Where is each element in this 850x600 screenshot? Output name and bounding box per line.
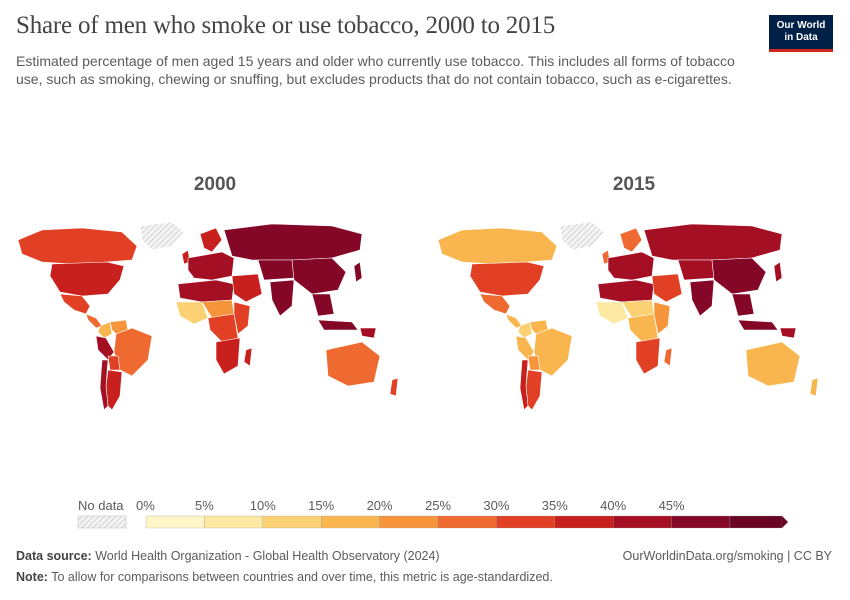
region-australia[interactable]: [325, 341, 381, 387]
region-australia[interactable]: [745, 341, 801, 387]
region-greenland[interactable]: [139, 221, 185, 251]
region-scandinavia[interactable]: [199, 227, 223, 253]
legend-no-data-swatch: [77, 515, 127, 529]
region-canada[interactable]: [17, 227, 138, 265]
region-mexico[interactable]: [479, 293, 511, 315]
legend-tick-label: 45%: [659, 498, 685, 513]
note-label: Note:: [16, 570, 48, 584]
region-russia[interactable]: [223, 223, 363, 261]
region-europe[interactable]: [187, 251, 235, 281]
legend-tick-label: 15%: [308, 498, 334, 513]
region-central-asia[interactable]: [677, 259, 715, 281]
region-europe[interactable]: [607, 251, 655, 281]
region-brazil[interactable]: [533, 327, 573, 377]
region-japan[interactable]: [773, 261, 783, 283]
region-chile[interactable]: [519, 359, 529, 411]
legend-tick-label: 20%: [367, 498, 393, 513]
region-central-america[interactable]: [85, 313, 103, 329]
region-china[interactable]: [711, 257, 767, 295]
region-madagascar[interactable]: [663, 347, 673, 367]
data-source-label: Data source:: [16, 549, 92, 563]
region-india[interactable]: [689, 279, 715, 317]
region-madagascar[interactable]: [243, 347, 253, 367]
region-bolivia[interactable]: [107, 355, 121, 371]
region-colombia[interactable]: [517, 321, 533, 339]
region-greenland[interactable]: [559, 221, 605, 251]
legend-tick-label: 30%: [483, 498, 509, 513]
region-png[interactable]: [359, 327, 377, 339]
source-url-link[interactable]: OurWorldinData.org/smoking | CC BY: [622, 549, 832, 563]
legend-bin-4: [379, 515, 439, 529]
legend-tick-label: 35%: [542, 498, 568, 513]
region-central-africa[interactable]: [627, 313, 659, 343]
region-southern-africa[interactable]: [215, 337, 241, 375]
legend-bin-7: [554, 515, 614, 529]
region-southeast-asia[interactable]: [311, 293, 335, 317]
region-north-africa[interactable]: [177, 279, 235, 303]
region-argentina[interactable]: [105, 369, 123, 411]
region-argentina[interactable]: [525, 369, 543, 411]
region-southern-africa[interactable]: [635, 337, 661, 375]
region-indonesia[interactable]: [317, 319, 359, 331]
legend-bin-9: [671, 515, 731, 529]
note-text: To allow for comparisons between countri…: [51, 570, 553, 584]
legend-bin-0: [145, 515, 205, 529]
legend-tick-label: 5%: [195, 498, 214, 513]
region-new-zealand[interactable]: [389, 377, 399, 397]
region-central-africa[interactable]: [207, 313, 239, 343]
data-source-text: World Health Organization - Global Healt…: [95, 549, 440, 563]
logo-line-2: in Data: [784, 32, 818, 43]
panel-title-2000: 2000: [193, 174, 237, 195]
region-usa[interactable]: [469, 261, 545, 297]
region-north-africa[interactable]: [597, 279, 655, 303]
region-png[interactable]: [779, 327, 797, 339]
region-japan[interactable]: [353, 261, 363, 283]
region-east-africa[interactable]: [233, 301, 251, 335]
legend-bin-1: [204, 515, 263, 529]
region-scandinavia[interactable]: [619, 227, 643, 253]
legend-bin-5: [437, 515, 497, 529]
legend-bin-3: [321, 515, 380, 529]
legend-tick-label: 10%: [250, 498, 276, 513]
region-india[interactable]: [269, 279, 295, 317]
region-chile[interactable]: [99, 359, 109, 411]
region-brazil[interactable]: [113, 327, 153, 377]
region-central-america[interactable]: [505, 313, 523, 329]
legend-bin-2: [262, 515, 322, 529]
world-map-2000[interactable]: [12, 210, 422, 420]
legend-bin-6: [496, 515, 555, 529]
legend-tick-label: 40%: [600, 498, 626, 513]
region-usa[interactable]: [49, 261, 125, 297]
legend-bin-10: [729, 515, 783, 529]
region-china[interactable]: [291, 257, 347, 295]
region-bolivia[interactable]: [527, 355, 541, 371]
region-central-asia[interactable]: [257, 259, 295, 281]
region-new-zealand[interactable]: [809, 377, 819, 397]
legend-tick-label: 0%: [136, 498, 155, 513]
chart-subtitle: Estimated percentage of men aged 15 year…: [16, 53, 735, 87]
region-mexico[interactable]: [59, 293, 91, 315]
color-legend: No data 0% 5% 10% 15% 20% 25% 30% 35% 40% 45%: [77, 498, 788, 529]
region-colombia[interactable]: [97, 321, 113, 339]
chart-title: Share of men who smoke or use tobacco, 2…: [16, 12, 555, 39]
panel-title-2015: 2015: [612, 174, 656, 195]
owid-logo[interactable]: Our World in Data: [769, 15, 833, 52]
region-southeast-asia[interactable]: [731, 293, 755, 317]
world-map-2015[interactable]: [432, 210, 842, 420]
region-west-africa[interactable]: [175, 301, 209, 325]
logo-line-1: Our World: [776, 20, 826, 31]
region-russia[interactable]: [643, 223, 783, 261]
region-west-africa[interactable]: [595, 301, 629, 325]
region-middle-east[interactable]: [651, 273, 683, 303]
legend-tick-label: 25%: [425, 498, 451, 513]
region-middle-east[interactable]: [231, 273, 263, 303]
region-indonesia[interactable]: [737, 319, 779, 331]
chart-note: Note: To allow for comparisons between c…: [16, 570, 553, 584]
legend-arrow-icon: [782, 516, 788, 528]
legend-bin-8: [613, 515, 672, 529]
region-east-africa[interactable]: [653, 301, 671, 335]
region-canada[interactable]: [437, 227, 558, 265]
data-source: Data source: World Health Organization -…: [16, 549, 440, 563]
legend-no-data-label: No data: [78, 498, 124, 513]
